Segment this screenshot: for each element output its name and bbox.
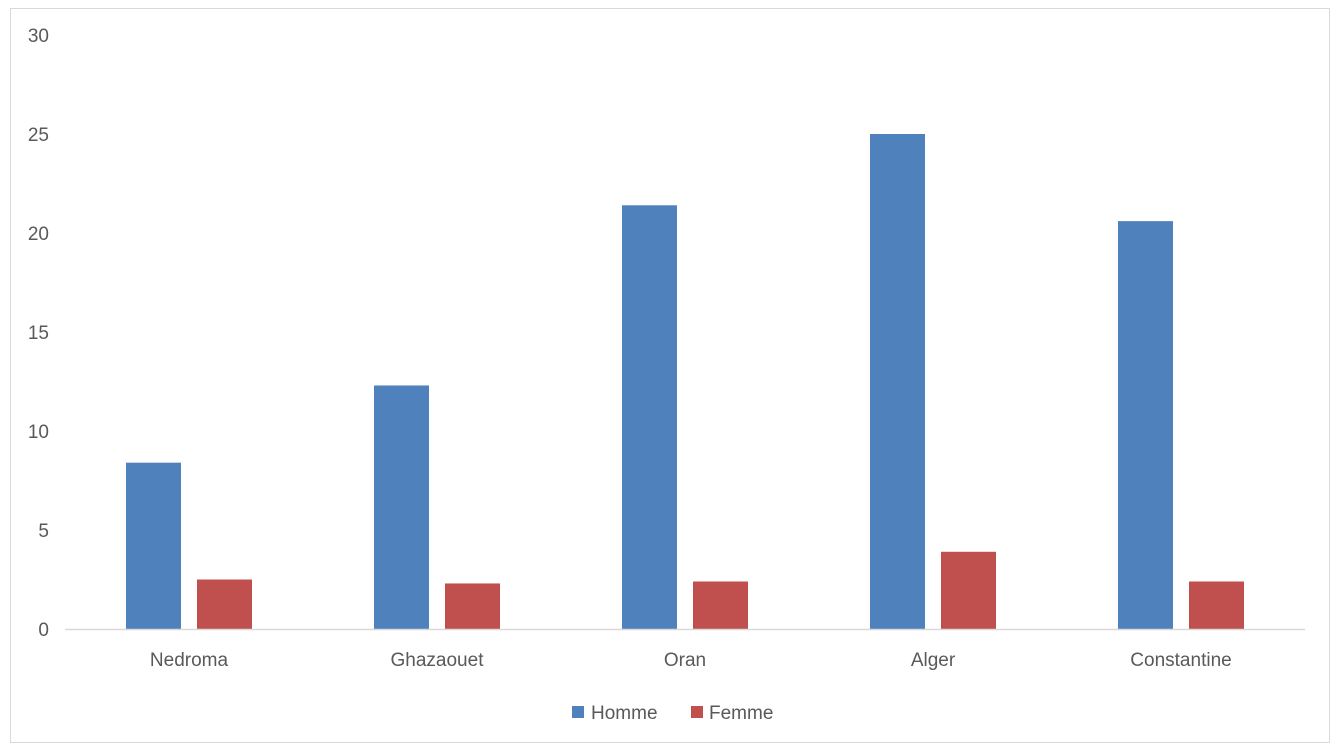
bar-homme-nedroma bbox=[126, 462, 181, 629]
bar-homme-oran bbox=[622, 205, 677, 629]
bar-homme-constantine bbox=[1118, 221, 1173, 629]
y-tick-label: 30 bbox=[28, 26, 49, 47]
bar-femme-alger bbox=[941, 551, 996, 629]
y-tick-label: 20 bbox=[28, 224, 49, 245]
x-tick-label: Oran bbox=[664, 650, 706, 671]
bar-femme-oran bbox=[693, 581, 748, 629]
legend-label-homme: Homme bbox=[591, 703, 658, 724]
legend-label-femme: Femme bbox=[709, 703, 773, 724]
y-tick-label: 15 bbox=[28, 323, 49, 344]
y-tick-label: 0 bbox=[38, 620, 49, 641]
legend-swatch-femme bbox=[691, 706, 703, 718]
legend-swatch-homme bbox=[572, 706, 584, 718]
x-tick-label: Alger bbox=[911, 650, 956, 671]
y-tick-label: 5 bbox=[38, 521, 49, 542]
bar-femme-constantine bbox=[1189, 581, 1244, 629]
bar-homme-ghazaouet bbox=[374, 385, 429, 629]
x-tick-label: Constantine bbox=[1130, 650, 1231, 671]
bar-femme-ghazaouet bbox=[445, 583, 500, 629]
bar-femme-nedroma bbox=[197, 579, 252, 629]
y-tick-label: 25 bbox=[28, 125, 49, 146]
bar-homme-alger bbox=[870, 134, 925, 629]
x-tick-label: Nedroma bbox=[150, 650, 229, 671]
x-tick-label: Ghazaouet bbox=[391, 650, 485, 671]
y-tick-label: 10 bbox=[28, 422, 49, 443]
